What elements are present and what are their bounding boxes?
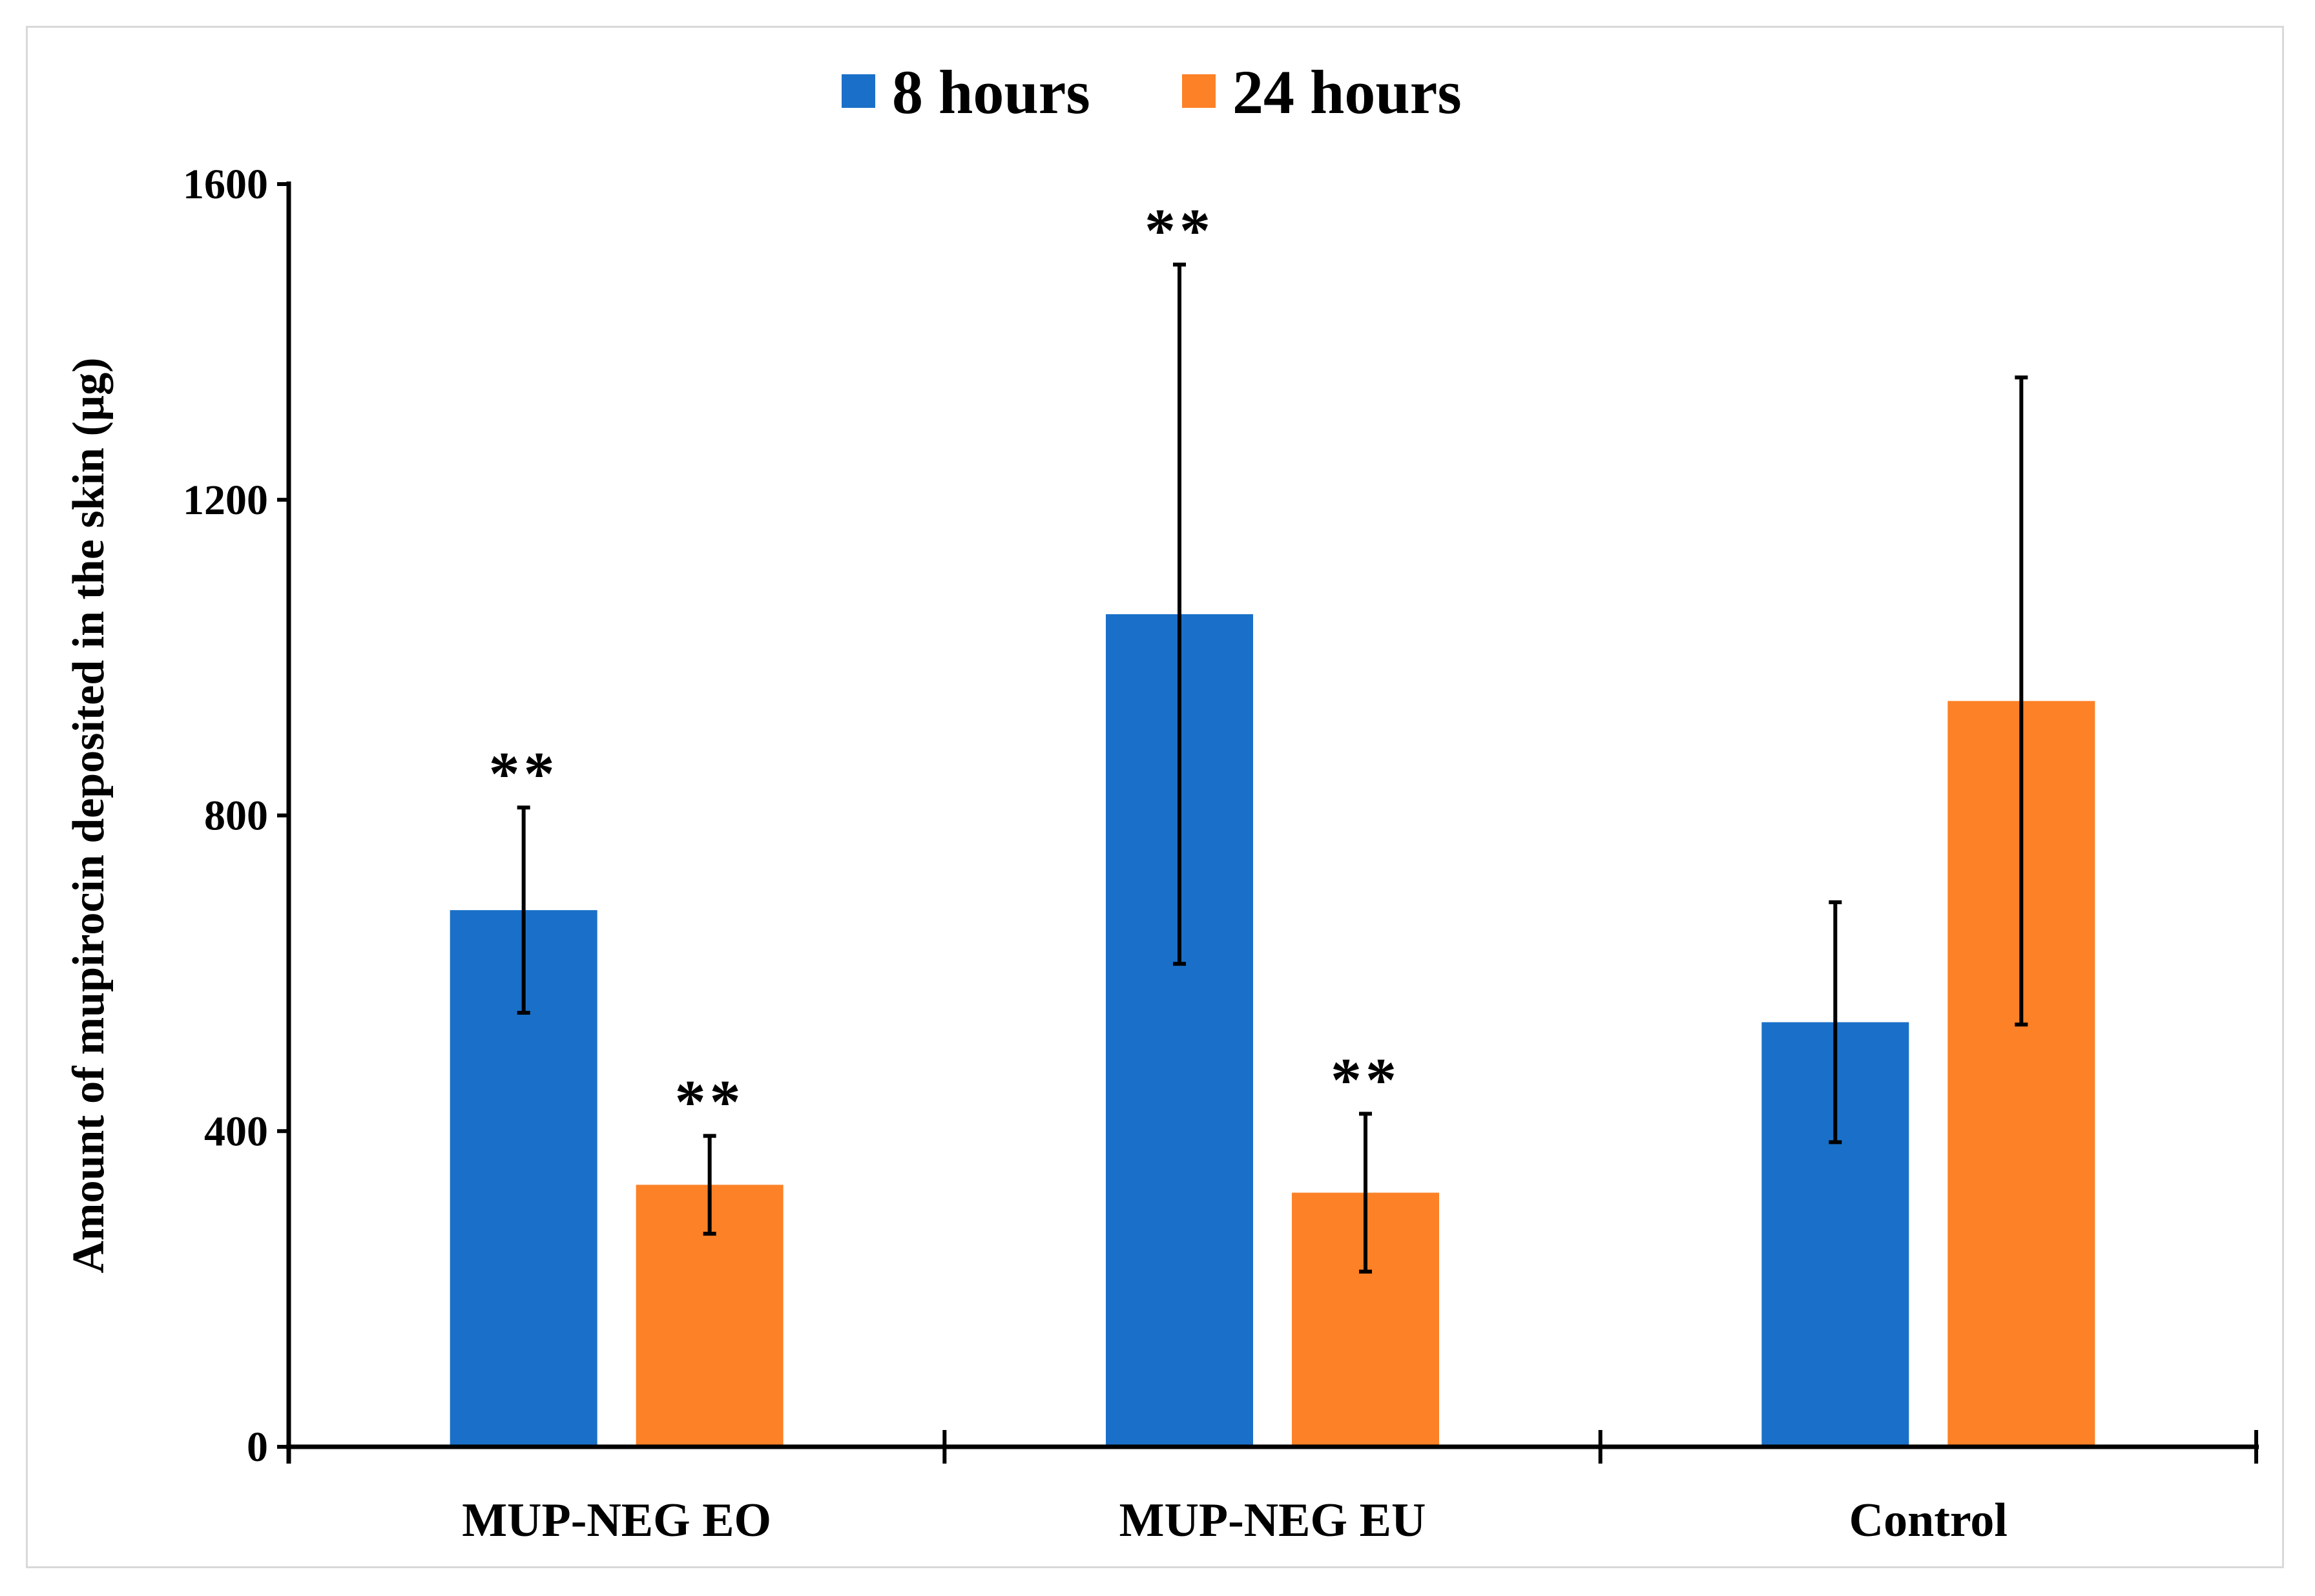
significance-label-1-0: ** [675,1068,745,1137]
significance-label-0-1: ** [1145,196,1214,265]
legend-label-0: 8 hours [892,57,1090,127]
error-bar-1-2 [2015,375,2028,1027]
y-tick-label-2: 800 [204,793,268,840]
legend-swatch-0 [842,74,875,108]
y-tick-label-1: 400 [204,1108,268,1155]
error-bar-0-2 [1829,900,1842,1145]
error-bar-0-0 [517,805,530,1015]
y-tick-label-4: 1600 [183,161,268,208]
significance-label-1-1: ** [1331,1045,1400,1114]
y-tick-label-0: 0 [247,1424,268,1471]
error-bar-0-1 [1173,262,1186,966]
axes [286,181,2259,1464]
significance-labels: ** ** ** ** [489,196,1400,1137]
y-axis-title: Amount of mupirocin deposited in the ski… [64,358,114,1274]
x-category-label-1: MUP-NEG EU [1119,1494,1426,1547]
x-category-label-2: Control [1849,1494,2008,1547]
x-category-label-0: MUP-NEG EO [462,1494,771,1547]
y-axis-ticks: 0 400 800 1200 1600 [183,161,289,1471]
y-tick-label-3: 1200 [183,477,268,524]
error-bar-1-0 [703,1134,716,1236]
bars [450,614,2095,1447]
significance-label-0-0: ** [489,739,559,808]
error-bar-1-1 [1359,1112,1372,1274]
legend-swatch-1 [1182,74,1216,108]
x-axis-categories: MUP-NEG EO MUP-NEG EU Control [462,1494,2008,1547]
legend-label-1: 24 hours [1232,57,1462,127]
legend: 8 hours 24 hours [842,57,1462,127]
error-bars [517,262,2028,1274]
